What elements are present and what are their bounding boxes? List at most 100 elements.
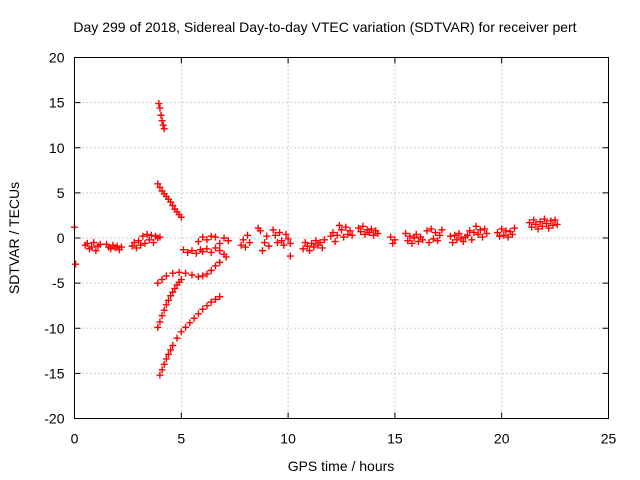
data-point: [158, 312, 166, 320]
data-point: [211, 295, 219, 303]
data-point: [96, 240, 104, 248]
series-sat-track-n: [254, 224, 273, 255]
y-tick-label: -15: [44, 365, 64, 381]
data-point: [207, 298, 215, 306]
data-point: [139, 232, 147, 240]
data-point: [282, 230, 290, 238]
data-point: [427, 225, 435, 233]
data-point: [532, 220, 540, 228]
data-point: [162, 355, 170, 363]
data-point: [468, 236, 476, 244]
data-point: [344, 230, 352, 238]
data-point: [199, 305, 207, 313]
data-point: [158, 366, 166, 374]
data-point: [203, 245, 211, 253]
data-point: [184, 248, 192, 256]
data-point: [145, 236, 153, 244]
data-point: [177, 276, 185, 284]
data-point: [156, 318, 164, 326]
chart-title: Day 299 of 2018, Sidereal Day-to-day VTE…: [73, 19, 576, 35]
data-point: [160, 360, 168, 368]
data-point: [528, 223, 536, 231]
data-point: [525, 219, 533, 227]
data-point: [284, 235, 292, 243]
data-point: [169, 288, 177, 296]
data-point: [216, 239, 224, 247]
data-point: [158, 276, 166, 284]
data-point: [276, 229, 284, 237]
data-point: [241, 243, 249, 251]
data-point: [370, 231, 378, 239]
series-sat-track-g: [154, 258, 224, 287]
series-sat-track-j: [179, 244, 224, 257]
data-point: [130, 239, 138, 247]
data-point: [72, 260, 80, 268]
data-point: [459, 238, 467, 246]
data-point: [177, 328, 185, 336]
data-point: [216, 258, 224, 266]
data-point: [132, 244, 140, 252]
data-point: [220, 234, 228, 242]
data-point: [182, 269, 190, 277]
series-sat-track-a: [71, 223, 80, 268]
data-point: [508, 230, 516, 238]
series-sat-track-q: [299, 236, 328, 255]
data-point: [348, 231, 356, 239]
data-point: [207, 248, 215, 256]
data-point: [404, 237, 412, 245]
data-point: [553, 220, 561, 228]
data-point: [224, 237, 232, 245]
data-point: [361, 230, 369, 238]
data-point: [446, 232, 454, 240]
data-point: [90, 239, 98, 247]
data-point: [365, 229, 373, 237]
data-point: [154, 279, 162, 287]
data-point: [216, 247, 224, 255]
data-point: [156, 104, 164, 112]
y-tick-label: 5: [57, 185, 65, 201]
data-point: [271, 231, 279, 239]
data-point: [530, 216, 538, 224]
data-point: [211, 244, 219, 252]
data-point: [203, 302, 211, 310]
series-sat-track-b: [81, 239, 104, 255]
data-point: [182, 323, 190, 331]
data-point: [310, 243, 318, 251]
data-point: [113, 242, 121, 250]
data-point: [156, 371, 164, 379]
data-point: [203, 236, 211, 244]
data-point: [156, 233, 164, 241]
data-point: [117, 243, 125, 251]
data-point: [466, 227, 474, 235]
y-tick-label: 20: [49, 50, 65, 66]
y-tick-label: -20: [44, 411, 64, 427]
data-point: [162, 272, 170, 280]
data-point: [154, 180, 162, 188]
data-points: [71, 100, 561, 379]
x-tick-label: 5: [177, 431, 185, 447]
data-point: [308, 239, 316, 247]
data-point: [203, 270, 211, 278]
data-point: [299, 245, 307, 253]
data-point: [265, 242, 273, 250]
series-sat-track-c: [103, 240, 125, 254]
x-tick-label: 0: [71, 431, 79, 447]
data-point: [481, 225, 489, 233]
series-sat-track-i: [156, 293, 224, 379]
data-point: [167, 292, 175, 300]
data-point: [155, 100, 163, 108]
y-tick-label: -10: [44, 320, 64, 336]
series-sat-track-f: [154, 180, 185, 221]
data-point: [357, 228, 365, 236]
data-point: [476, 226, 484, 234]
data-point: [545, 224, 553, 232]
data-point: [169, 269, 177, 277]
data-point: [194, 238, 202, 246]
data-point: [500, 231, 508, 239]
x-tick-label: 25: [601, 431, 617, 447]
series-sat-track-u: [402, 229, 427, 247]
data-point: [536, 218, 544, 226]
y-tick-label: 0: [57, 230, 65, 246]
data-point: [179, 246, 187, 254]
